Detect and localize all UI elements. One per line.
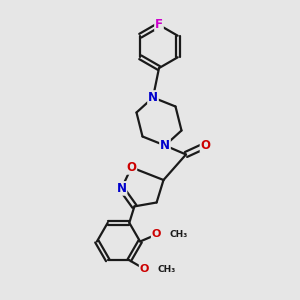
Text: N: N — [160, 139, 170, 152]
Text: CH₃: CH₃ — [169, 230, 188, 239]
Text: O: O — [126, 161, 136, 174]
Text: O: O — [152, 229, 161, 239]
Text: O: O — [140, 264, 149, 274]
Text: N: N — [116, 182, 127, 195]
Text: O: O — [200, 139, 211, 152]
Text: N: N — [148, 91, 158, 104]
Text: F: F — [155, 18, 163, 31]
Text: CH₃: CH₃ — [157, 265, 176, 274]
